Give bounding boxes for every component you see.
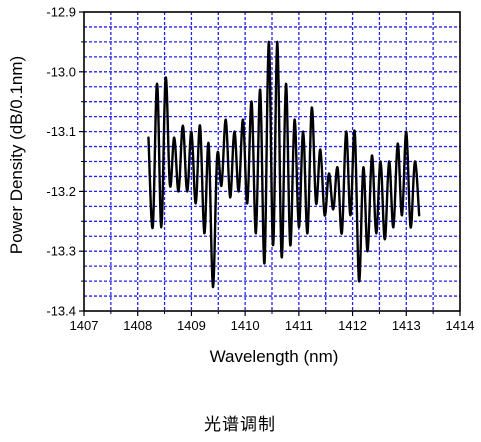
y-tick-label: -13.2 xyxy=(46,184,76,199)
y-tick-label: -13.1 xyxy=(46,124,76,139)
x-axis-title: Wavelength (nm) xyxy=(210,347,339,366)
figure-caption: 光谱调制 xyxy=(204,415,276,435)
plot-area xyxy=(147,40,421,289)
x-tick-label: 1411 xyxy=(285,318,313,333)
y-tick-label: -13.3 xyxy=(46,244,76,259)
x-tick-label: 1408 xyxy=(123,318,152,333)
x-tick-label: 1410 xyxy=(231,318,260,333)
y-tick-label: -13.0 xyxy=(46,64,76,79)
x-tick-label: 1409 xyxy=(177,318,206,333)
x-tick-label: 1413 xyxy=(392,318,421,333)
spectrum-series-line xyxy=(147,40,421,289)
y-tick-label: -12.9 xyxy=(46,5,76,20)
y-tick-label: -13.4 xyxy=(46,304,76,319)
x-tick-label: 1414 xyxy=(446,318,475,333)
y-axis-title: Power Density (dB/0.1nm) xyxy=(7,56,26,254)
y-tick-labels: -12.9 -13.0 -13.1 -13.2 -13.3 -13.4 xyxy=(46,5,76,319)
x-tick-label: 1407 xyxy=(70,318,99,333)
x-tick-label: 1412 xyxy=(338,318,367,333)
x-tick-labels: 1407 1408 1409 1410 1411 1412 1413 1414 xyxy=(70,318,475,333)
plot-frame xyxy=(83,11,461,312)
